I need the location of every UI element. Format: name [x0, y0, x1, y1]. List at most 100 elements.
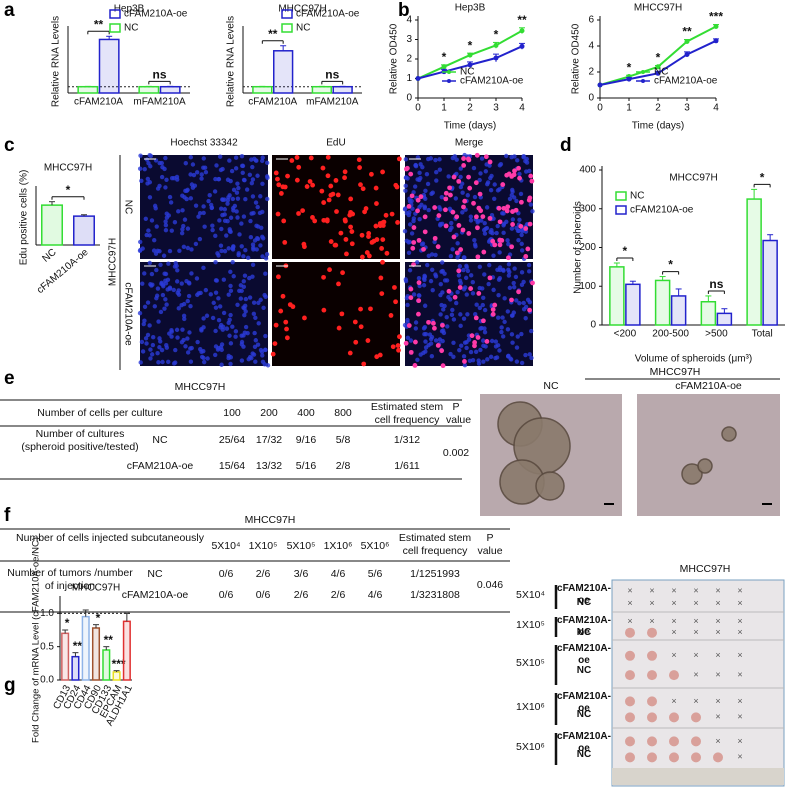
edu-cell [380, 259, 385, 265]
edu-cell [280, 293, 286, 299]
y-axis-label: Edu positive cells (%) [19, 170, 30, 266]
nucleus [175, 268, 180, 273]
nucleus [147, 195, 153, 200]
nucleus [473, 349, 479, 355]
nucleus [430, 287, 435, 293]
nucleus [201, 165, 206, 170]
nucleus [157, 345, 162, 350]
edu-cell [421, 246, 426, 252]
nucleus [206, 198, 211, 204]
edu-cell [395, 220, 400, 225]
tumor [713, 752, 723, 763]
edu-cell [512, 168, 517, 174]
nucleus [515, 158, 520, 163]
nucleus [140, 349, 146, 354]
y-tick-label: 0 [588, 93, 594, 104]
nucleus [472, 242, 478, 247]
no-tumor: × [737, 650, 742, 660]
nucleus [213, 233, 218, 239]
nucleus [158, 309, 164, 315]
tumor [691, 712, 701, 723]
edu-cell [451, 174, 457, 180]
nucleus [179, 281, 184, 286]
nucleus [155, 350, 160, 356]
edu-cell [461, 204, 466, 210]
nucleus [510, 217, 516, 222]
nucleus [177, 248, 182, 253]
edu-cell [456, 222, 462, 228]
x-axis-label: Volume of spheroids (μm³) [635, 354, 752, 365]
nucleus [201, 210, 206, 216]
nucleus [263, 333, 268, 339]
nucleus [233, 334, 238, 339]
edu-cell [406, 204, 412, 209]
edu-cell [360, 186, 366, 192]
edu-cell [348, 224, 354, 230]
nucleus [241, 305, 246, 310]
edu-cell [379, 291, 385, 297]
tumor [647, 736, 657, 747]
nucleus [139, 178, 144, 184]
nucleus [137, 310, 143, 316]
nucleus [203, 170, 209, 175]
nucleus [497, 348, 502, 353]
error-bar [767, 234, 774, 241]
edu-cell [513, 207, 519, 213]
nucleus [211, 300, 216, 306]
nucleus [165, 287, 170, 292]
nucleus [239, 221, 244, 226]
nucleus [185, 298, 190, 304]
bar [102, 649, 111, 681]
edu-cell [431, 320, 436, 326]
nucleus [470, 358, 476, 363]
nucleus [185, 350, 191, 355]
edu-cell [307, 179, 313, 184]
edu-cell [461, 163, 467, 168]
nucleus [234, 209, 239, 214]
nucleus [163, 185, 168, 190]
edu-cell [339, 311, 345, 317]
edu-cell [359, 232, 365, 238]
edu-cell [422, 229, 428, 235]
edu-cell [361, 361, 367, 367]
nucleus [227, 229, 233, 234]
edu-cell [440, 363, 446, 369]
legend-marker [641, 70, 645, 74]
edu-cell [282, 239, 288, 245]
point [655, 70, 661, 76]
nucleus [505, 327, 511, 332]
nucleus [147, 260, 153, 266]
nucleus [146, 228, 151, 233]
no-tumor: × [715, 736, 720, 746]
edu-cell [518, 199, 524, 205]
edu-cell [321, 200, 327, 205]
nucleus [517, 300, 522, 306]
y-tick-label: 0.5 [40, 641, 54, 652]
legend-label: NC [654, 67, 668, 78]
nucleus [514, 359, 520, 364]
nucleus [213, 328, 218, 334]
nucleus [156, 319, 161, 324]
nucleus [169, 334, 174, 339]
edu-cell [418, 194, 424, 200]
table-cell: 4/6 [330, 568, 346, 580]
nucleus [468, 273, 474, 278]
bar [112, 671, 121, 681]
error-bar [629, 280, 636, 285]
nucleus [220, 197, 225, 202]
nucleus [526, 262, 532, 268]
legend-swatch [615, 191, 627, 201]
bar [138, 85, 160, 94]
tumor [691, 752, 701, 763]
nucleus [410, 206, 415, 211]
edu-cell [352, 319, 358, 325]
significance: ns [709, 277, 723, 291]
nucleus [239, 358, 245, 363]
nucleus [433, 338, 439, 343]
edu-cell [408, 349, 414, 355]
nucleus [403, 278, 409, 284]
edu-cell [505, 204, 511, 210]
nucleus [432, 239, 437, 245]
nucleus [512, 154, 517, 159]
ruler [612, 768, 784, 785]
